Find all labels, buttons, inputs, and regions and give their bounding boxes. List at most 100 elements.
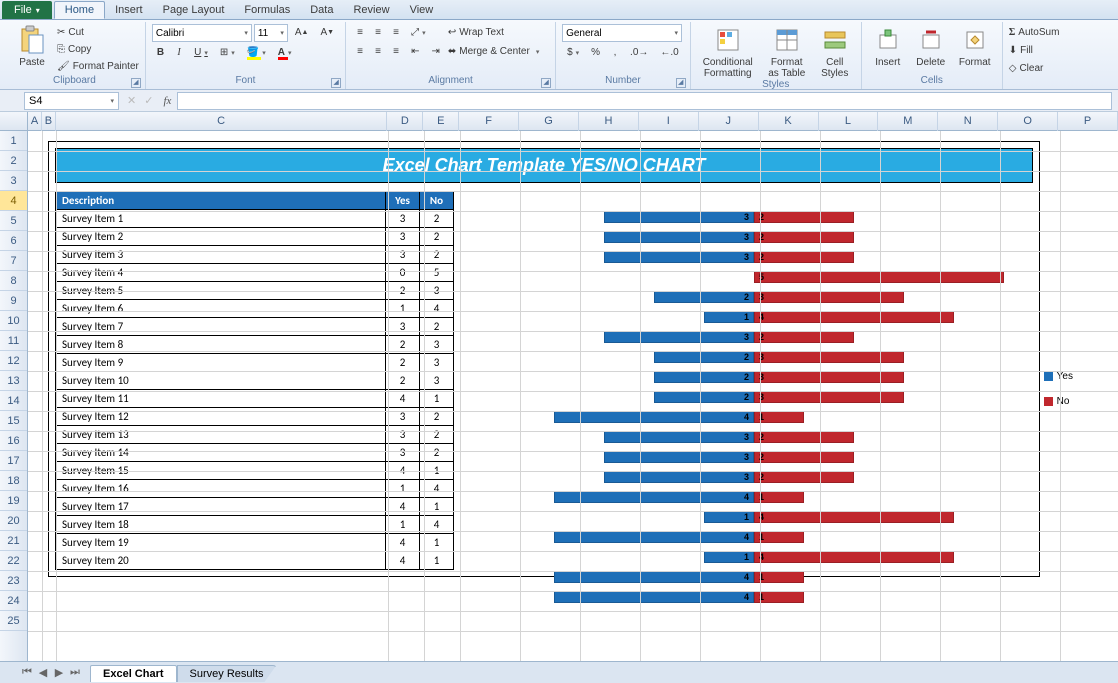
align-middle-button[interactable]: ≡ [370,24,386,41]
sheet-nav-prev[interactable]: ◀ [36,666,50,679]
cell-desc[interactable]: Survey Item 1 [56,210,386,228]
paste-button[interactable]: Paste [10,24,54,68]
ribbon-tab-formulas[interactable]: Formulas [234,1,300,19]
column-header-P[interactable]: P [1058,112,1118,131]
formula-input[interactable] [177,92,1112,110]
delete-cells-button[interactable]: Delete [911,24,951,68]
column-header-G[interactable]: G [519,112,579,131]
number-format-select[interactable]: General▾ [562,24,682,42]
cell-desc[interactable]: Survey Item 16 [56,480,386,498]
cell-desc[interactable]: Survey Item 7 [56,318,386,336]
align-right-button[interactable]: ≡ [388,43,404,60]
underline-button[interactable]: U▾ [189,44,213,61]
font-dialog-launcher[interactable]: ◢ [331,78,341,88]
ribbon-tab-insert[interactable]: Insert [105,1,153,19]
conditional-formatting-button[interactable]: Conditional Formatting [697,24,759,79]
row-header-15[interactable]: 15 [0,411,27,431]
row-header-7[interactable]: 7 [0,251,27,271]
cell-desc[interactable]: Survey Item 20 [56,552,386,570]
row-header-17[interactable]: 17 [0,451,27,471]
select-all-corner[interactable] [0,112,28,131]
autosum-button[interactable]: ΣAutoSum [1009,24,1060,41]
bold-button[interactable]: B [152,44,169,61]
column-header-A[interactable]: A [28,112,42,131]
format-as-table-button[interactable]: Format as Table [762,24,812,79]
cell-yes[interactable]: 4 [386,534,420,552]
row-header-8[interactable]: 8 [0,271,27,291]
row-header-19[interactable]: 19 [0,491,27,511]
cell-yes[interactable]: 4 [386,498,420,516]
orientation-button[interactable]: ⤢▾ [406,24,431,41]
row-header-21[interactable]: 21 [0,531,27,551]
row-header-25[interactable]: 25 [0,611,27,631]
sheet-tab-survey-results[interactable]: Survey Results [177,665,277,682]
column-header-J[interactable]: J [699,112,759,131]
column-header-H[interactable]: H [579,112,639,131]
increase-decimal-button[interactable]: .0→ [625,44,653,61]
row-header-23[interactable]: 23 [0,571,27,591]
cell-yes[interactable]: 4 [386,552,420,570]
cell-yes[interactable]: 2 [386,372,420,390]
cell-desc[interactable]: Survey Item 14 [56,444,386,462]
spreadsheet-grid[interactable]: ABCDEFGHIJKLMNOP 12345678910111213141516… [0,112,1118,661]
wrap-text-button[interactable]: ↩Wrap Text [448,24,540,41]
cell-desc[interactable]: Survey Item 17 [56,498,386,516]
cell-desc[interactable]: Survey Item 4 [56,264,386,282]
sheet-nav-next[interactable]: ▶ [52,666,66,679]
increase-indent-button[interactable]: ⇥ [426,43,444,60]
row-header-10[interactable]: 10 [0,311,27,331]
cell-yes[interactable]: 3 [386,210,420,228]
cut-button[interactable]: ✂Cut [57,24,139,41]
align-center-button[interactable]: ≡ [370,43,386,60]
clipboard-dialog-launcher[interactable]: ◢ [131,78,141,88]
clear-button[interactable]: ◇Clear [1009,60,1044,77]
align-bottom-button[interactable]: ≡ [388,24,404,41]
cell-styles-button[interactable]: Cell Styles [815,24,855,79]
cell-yes[interactable]: 3 [386,318,420,336]
font-color-button[interactable]: A▾ [273,44,297,61]
column-header-B[interactable]: B [42,112,56,131]
row-header-9[interactable]: 9 [0,291,27,311]
ribbon-tab-home[interactable]: Home [54,1,105,19]
insert-cells-button[interactable]: Insert [868,24,908,68]
currency-button[interactable]: $▾ [562,44,584,61]
decrease-decimal-button[interactable]: ←.0 [655,44,683,61]
cancel-formula-icon[interactable]: ✕ [127,94,136,107]
column-header-D[interactable]: D [387,112,423,131]
row-header-11[interactable]: 11 [0,331,27,351]
row-header-16[interactable]: 16 [0,431,27,451]
cell-yes[interactable]: 3 [386,426,420,444]
decrease-indent-button[interactable]: ⇤ [406,43,424,60]
align-top-button[interactable]: ≡ [352,24,368,41]
sheet-tab-excel-chart[interactable]: Excel Chart [90,665,177,682]
cell-desc[interactable]: Survey Item 11 [56,390,386,408]
row-header-2[interactable]: 2 [0,151,27,171]
row-header-20[interactable]: 20 [0,511,27,531]
grow-font-button[interactable]: A▲ [290,24,314,41]
name-box[interactable]: S4▾ [24,92,119,110]
row-header-6[interactable]: 6 [0,231,27,251]
column-header-K[interactable]: K [759,112,819,131]
row-header-12[interactable]: 12 [0,351,27,371]
cell-desc[interactable]: Survey Item 13 [56,426,386,444]
copy-button[interactable]: ⎘Copy [57,41,139,58]
column-header-I[interactable]: I [639,112,699,131]
number-dialog-launcher[interactable]: ◢ [676,78,686,88]
font-name-select[interactable]: Calibri▾ [152,24,252,42]
align-left-button[interactable]: ≡ [352,43,368,60]
column-header-M[interactable]: M [878,112,938,131]
shrink-font-button[interactable]: A▼ [315,24,339,41]
cell-yes[interactable]: 1 [386,480,420,498]
row-header-5[interactable]: 5 [0,211,27,231]
column-header-O[interactable]: O [998,112,1058,131]
cell-yes[interactable]: 4 [386,390,420,408]
column-header-N[interactable]: N [938,112,998,131]
row-header-1[interactable]: 1 [0,131,27,151]
format-cells-button[interactable]: Format [954,24,996,68]
row-header-22[interactable]: 22 [0,551,27,571]
cell-yes[interactable]: 0 [386,264,420,282]
enter-formula-icon[interactable]: ✓ [144,94,153,107]
cell-yes[interactable]: 1 [386,300,420,318]
ribbon-tab-data[interactable]: Data [300,1,343,19]
fx-icon[interactable]: fx [163,95,171,107]
